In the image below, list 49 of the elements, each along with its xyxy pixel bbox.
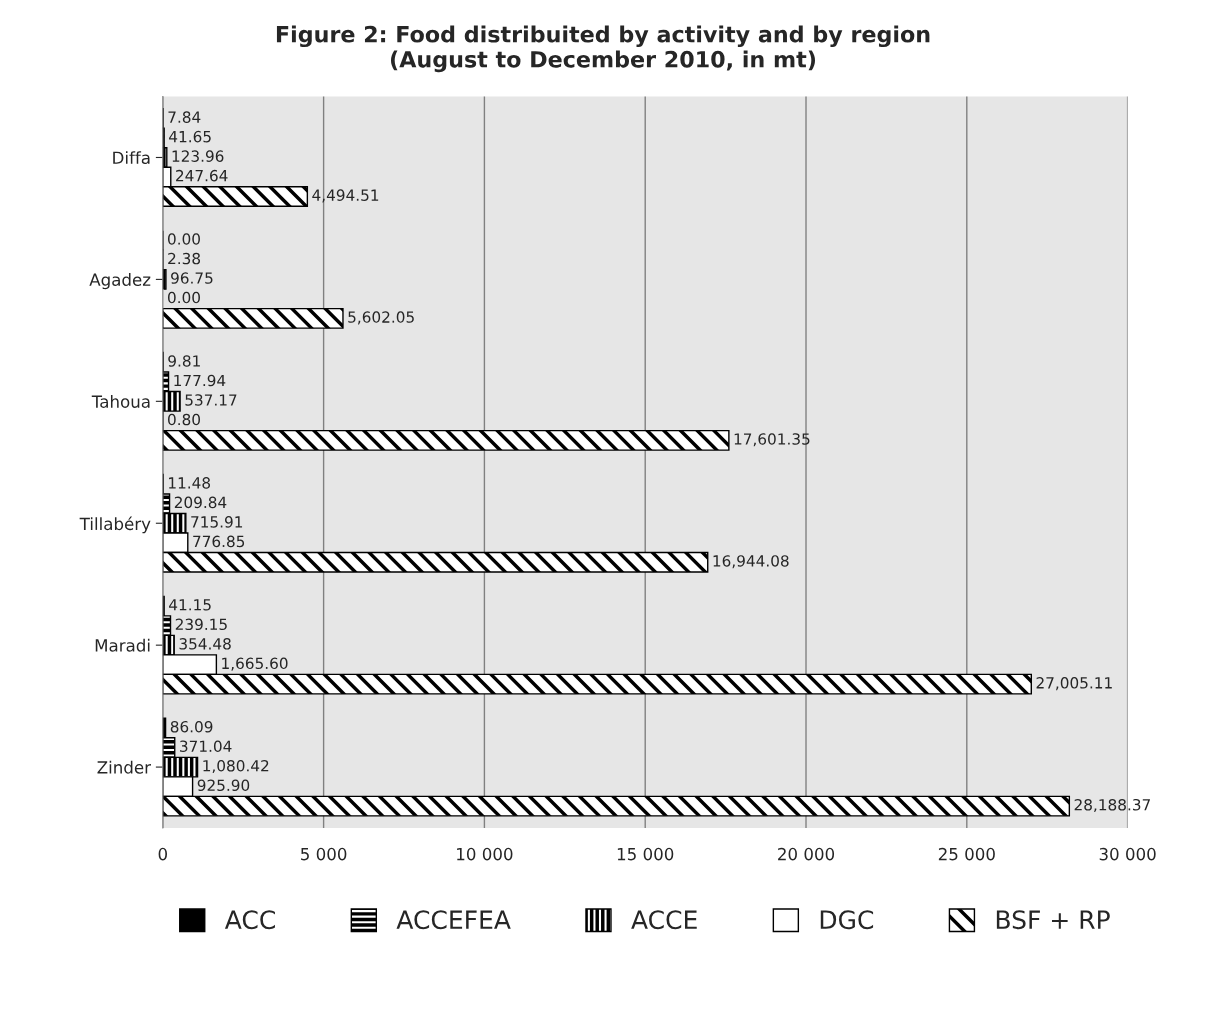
data-label: 715.91: [191, 516, 243, 528]
x-tick-label: 20 000: [778, 847, 835, 861]
data-label: 96.75: [171, 272, 213, 284]
y-tick-label: Maradi: [95, 638, 150, 652]
data-label: 354.48: [179, 638, 231, 650]
legend-label: ACCEFEA: [396, 910, 511, 930]
data-label: 5,602.05: [348, 311, 414, 325]
data-label: 9.81: [168, 355, 200, 367]
data-label: 123.96: [172, 150, 224, 162]
data-label: 0.00: [167, 233, 200, 245]
y-tick-label: Diffa: [113, 151, 150, 165]
data-label: 86.09: [170, 720, 213, 733]
data-label: 2.38: [168, 252, 201, 265]
data-label: 41.65: [169, 130, 211, 143]
x-tick-label: 25 000: [938, 847, 995, 861]
y-tick-label: Tillabéry: [79, 516, 151, 534]
data-label: 247.64: [176, 169, 228, 182]
data-label: 0.00: [167, 291, 200, 304]
data-label: 28,188.37: [1074, 798, 1150, 813]
x-tick-label: 0: [158, 847, 168, 861]
data-label: 17,601.35: [734, 433, 810, 447]
y-tick-label: Tahoua: [91, 394, 150, 408]
data-label: 776.85: [193, 535, 245, 548]
data-label: 16,944.08: [713, 555, 789, 569]
x-tick-label: 10 000: [457, 847, 513, 861]
data-label: 4,494.51: [312, 189, 379, 203]
data-label: 371.04: [180, 740, 232, 753]
x-tick-label: 15 000: [617, 847, 674, 861]
chart-title: Figure 2: Food distribuited by activity and by region (August to December 2010, in mt): [276, 25, 930, 73]
data-label: 925.90: [197, 779, 250, 792]
data-label: 239.15: [175, 618, 227, 631]
data-label: 1,080.42: [203, 759, 269, 774]
legend-label: ACCE: [631, 910, 697, 930]
legend-label: DGC: [820, 910, 874, 930]
data-label: 537.17: [185, 394, 237, 406]
x-tick-label: 5 000: [301, 847, 347, 861]
y-tick-label: Agadez: [89, 273, 151, 290]
x-tick-label: 30 000: [1099, 847, 1156, 861]
data-label: 0.80: [168, 413, 201, 426]
y-tick-label: Zinder: [97, 760, 151, 774]
data-label: 177.94: [174, 374, 226, 387]
data-label: 41.15: [169, 599, 211, 611]
legend-label: ACC: [224, 910, 275, 930]
data-label: 7.84: [168, 111, 201, 123]
data-label: 11.48: [169, 477, 211, 489]
data-label: 209.84: [174, 496, 227, 509]
legend-label: BSF + RP: [996, 910, 1110, 930]
data-label: 27,005.11: [1036, 677, 1112, 691]
data-label: 1,665.60: [222, 657, 288, 671]
